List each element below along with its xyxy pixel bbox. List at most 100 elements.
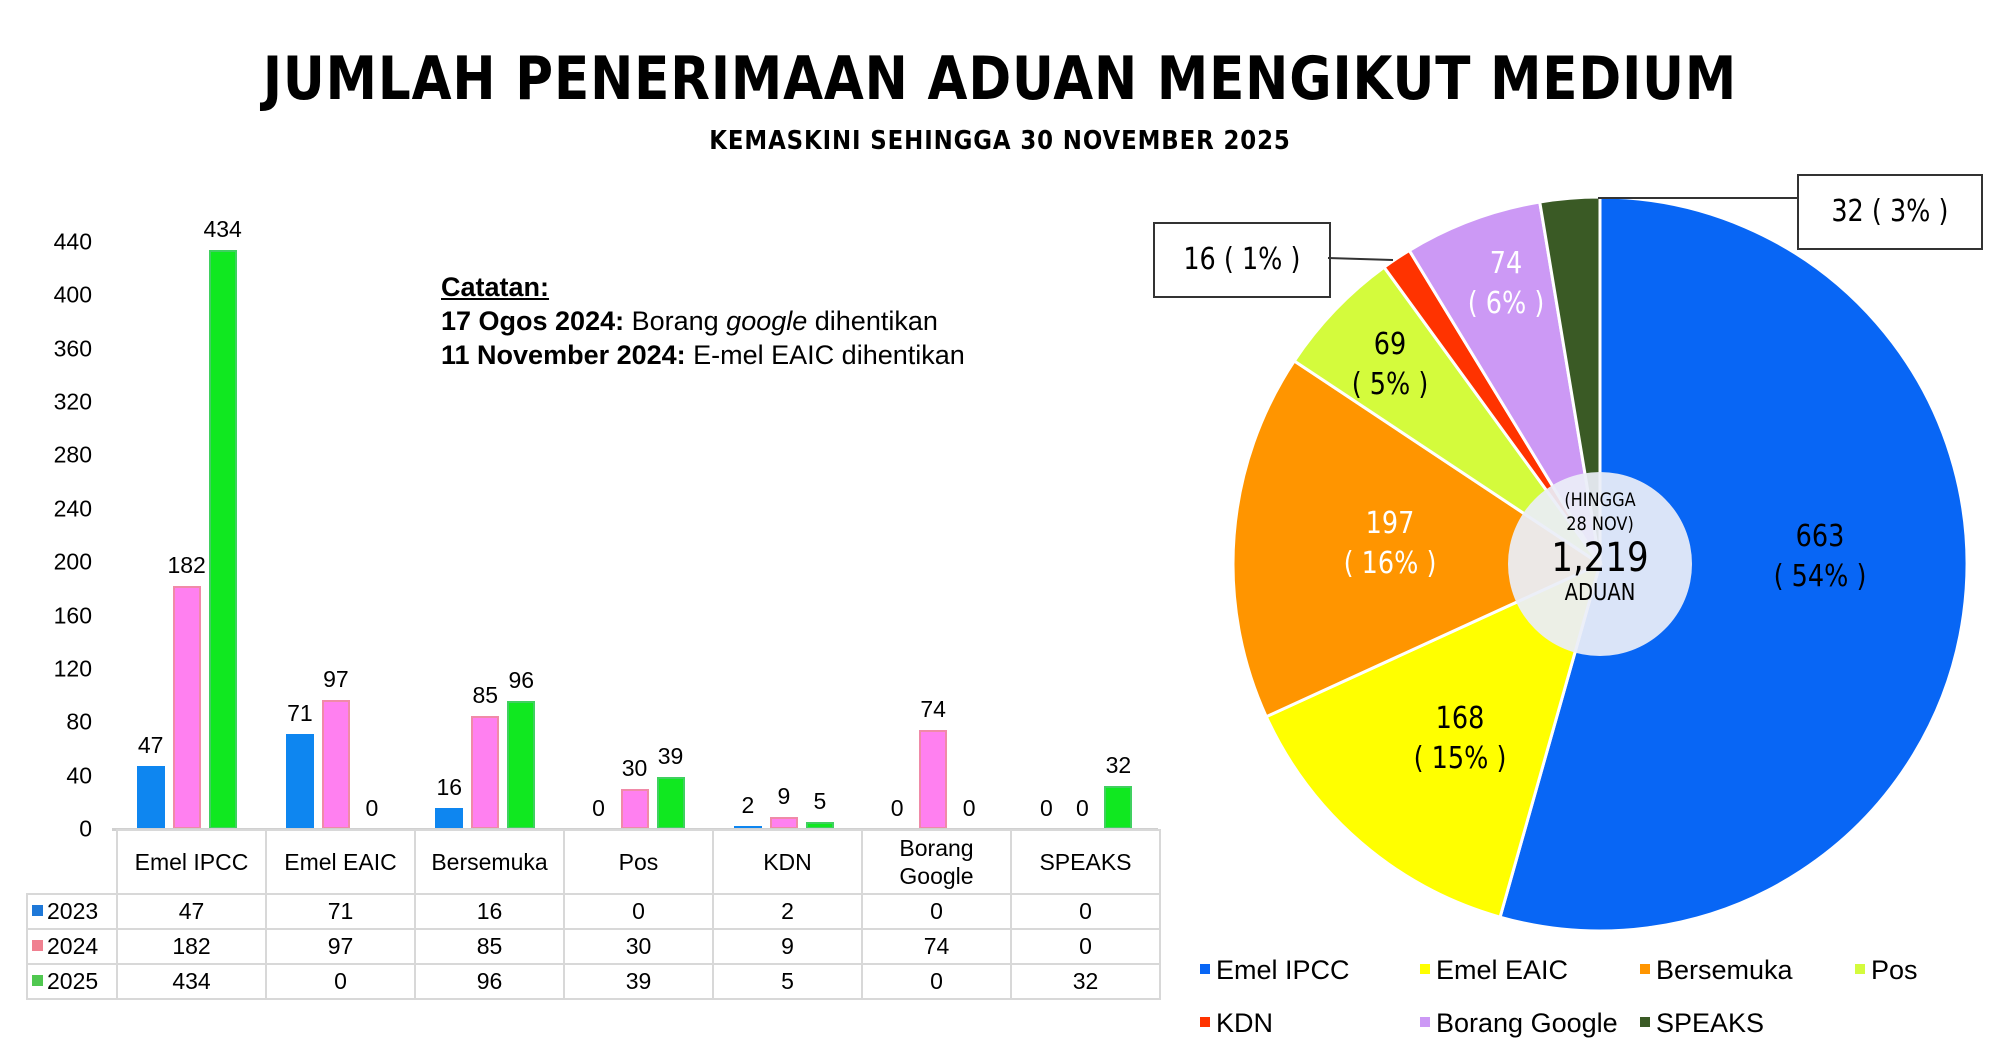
pie-slice-value: 663 <box>1795 519 1845 554</box>
note-line-1-italic: google <box>726 306 808 336</box>
table-header-label: Bersemuka <box>431 849 548 875</box>
legend-item: Pos <box>1855 955 1918 986</box>
legend-label: Borang Google <box>1436 1008 1618 1038</box>
note-line-2: 11 November 2024: E-mel EAIC dihentikan <box>441 338 965 372</box>
table-cell: 30 <box>563 928 714 965</box>
center-line-2: 28 NOV) <box>1566 513 1634 535</box>
bar-value-label: 0 <box>365 795 379 821</box>
note-heading: Catatan: <box>441 272 550 302</box>
legend-swatch-icon <box>1640 1016 1650 1027</box>
pie-slice-label: 197 ( 16% ) <box>1344 504 1437 584</box>
y-axis-tick: 240 <box>53 495 92 522</box>
callout-kdn-text: 16 ( 1% ) <box>1183 242 1301 277</box>
table-cell: 5 <box>712 963 863 1000</box>
legend-swatch-icon <box>1420 963 1430 974</box>
data-table: Emel IPCC Emel EAIC Bersemuka Pos KDN Borang G… <box>26 829 1161 1000</box>
table-cell: 2 <box>712 893 863 930</box>
table-header-cell: Borang Google <box>861 829 1012 895</box>
y-axis-tick: 120 <box>53 655 92 682</box>
pie-slice-emel-eaic <box>1264 561 1603 919</box>
table-cell: 0 <box>265 963 416 1000</box>
bar-2023-emel-eaic <box>285 734 314 829</box>
center-unit: ADUAN <box>1564 580 1636 606</box>
table-cell: 434 <box>116 963 267 1000</box>
callout-kdn: 16 ( 1% ) <box>1153 222 1331 298</box>
y-axis-tick: 80 <box>66 708 92 735</box>
pie-slice-label: 168 ( 15% ) <box>1414 699 1507 779</box>
table-header-cell: SPEAKS <box>1010 829 1161 895</box>
legend-label: Bersemuka <box>1656 955 1793 985</box>
pie-slice-value: 69 <box>1373 327 1407 362</box>
table-header-cell: Pos <box>563 829 714 895</box>
bar-2023-kdn <box>733 826 762 829</box>
note-box: Catatan: 17 Ogos 2024: Borang google dih… <box>441 270 965 372</box>
table-header-label: KDN <box>763 849 812 875</box>
bar-value-label: 96 <box>508 666 535 693</box>
legend-item: KDN <box>1200 1008 1273 1039</box>
bar-value-label: 434 <box>203 216 242 242</box>
bar-value-label: 182 <box>167 552 206 579</box>
table-corner <box>27 830 118 894</box>
bar-2025-speaks <box>1104 786 1133 829</box>
legend-swatch-icon <box>1640 963 1650 974</box>
y-axis-tick: 40 <box>66 762 92 789</box>
page-title: JUMLAH PENERIMAAN ADUAN MENGIKUT MEDIUM <box>262 44 1738 114</box>
note-line-1-date: 17 Ogos 2024: <box>441 306 625 336</box>
table-cell: 9 <box>712 928 863 965</box>
y-axis-tick: 280 <box>53 441 92 468</box>
bar-value-label: 39 <box>657 742 684 769</box>
series-legend-cell: 2023 <box>26 893 118 930</box>
bar-2025-pos <box>656 776 685 829</box>
legend-item: Borang Google <box>1420 1008 1618 1039</box>
table-cell: 32 <box>1010 963 1161 1000</box>
table-header-label: Borang <box>899 835 974 861</box>
table-cell: 0 <box>861 893 1012 930</box>
y-axis-tick: 160 <box>53 602 92 629</box>
legend-swatch-icon <box>1420 1016 1430 1027</box>
bar-value-label: 30 <box>621 754 648 781</box>
pie-slice-pos <box>1292 265 1602 566</box>
table-header-cell: Bersemuka <box>414 829 565 895</box>
callout-speaks-text: 32 ( 3% ) <box>1831 194 1949 229</box>
legend-item: SPEAKS <box>1640 1008 1764 1039</box>
bar-value-label: 47 <box>137 732 164 759</box>
y-axis-tick: 320 <box>53 388 92 415</box>
bar-2023-bersemuka <box>435 807 464 829</box>
pie-slice-value: 197 <box>1365 506 1415 541</box>
legend-label: Pos <box>1871 955 1918 985</box>
table-cell: 0 <box>1010 893 1161 930</box>
pie-center-total: (HINGGA 28 NOV) 1,219 ADUAN <box>1508 472 1692 656</box>
table-cell: 71 <box>265 893 416 930</box>
series-year-label: 2023 <box>47 898 99 924</box>
legend-label: Emel EAIC <box>1436 955 1569 985</box>
bar-2024-bersemuka <box>471 715 500 829</box>
note-line-2-text: E-mel EAIC dihentikan <box>685 340 965 370</box>
series-year-label: 2025 <box>47 968 99 994</box>
table-row: 2023 47 71 16 0 2 0 0 <box>26 893 1161 930</box>
pie-slice-percent: ( 5% ) <box>1351 367 1429 402</box>
table-cell: 0 <box>861 963 1012 1000</box>
center-total: 1,219 <box>1551 535 1649 581</box>
series-legend-cell: 2024 <box>26 928 118 965</box>
bar-value-label: 5 <box>813 788 827 815</box>
pie-chart <box>1233 197 1967 931</box>
bar-2025-bersemuka <box>507 700 536 829</box>
table-cell: 85 <box>414 928 565 965</box>
table-row: 2025 434 0 96 39 5 0 32 <box>26 963 1161 1000</box>
bar-2025-emel-ipcc <box>208 250 237 829</box>
legend-swatch-icon <box>32 905 43 917</box>
table-header-cell: Emel IPCC <box>116 829 267 895</box>
table-cell: 47 <box>116 893 267 930</box>
legend-swatch-icon <box>32 940 43 952</box>
legend-swatch-icon <box>1200 963 1210 974</box>
legend-label: SPEAKS <box>1656 1008 1765 1038</box>
bar-value-label: 85 <box>472 681 499 708</box>
bar-value-label: 2 <box>741 792 755 819</box>
table-cell: 0 <box>563 893 714 930</box>
y-axis-tick: 400 <box>53 281 92 308</box>
pie-slice-emel-ipcc <box>1498 197 1967 931</box>
table-cell: 97 <box>265 928 416 965</box>
table-cell: 74 <box>861 928 1012 965</box>
bar-2024-emel-eaic <box>321 699 350 829</box>
series-year-label: 2024 <box>47 933 99 959</box>
